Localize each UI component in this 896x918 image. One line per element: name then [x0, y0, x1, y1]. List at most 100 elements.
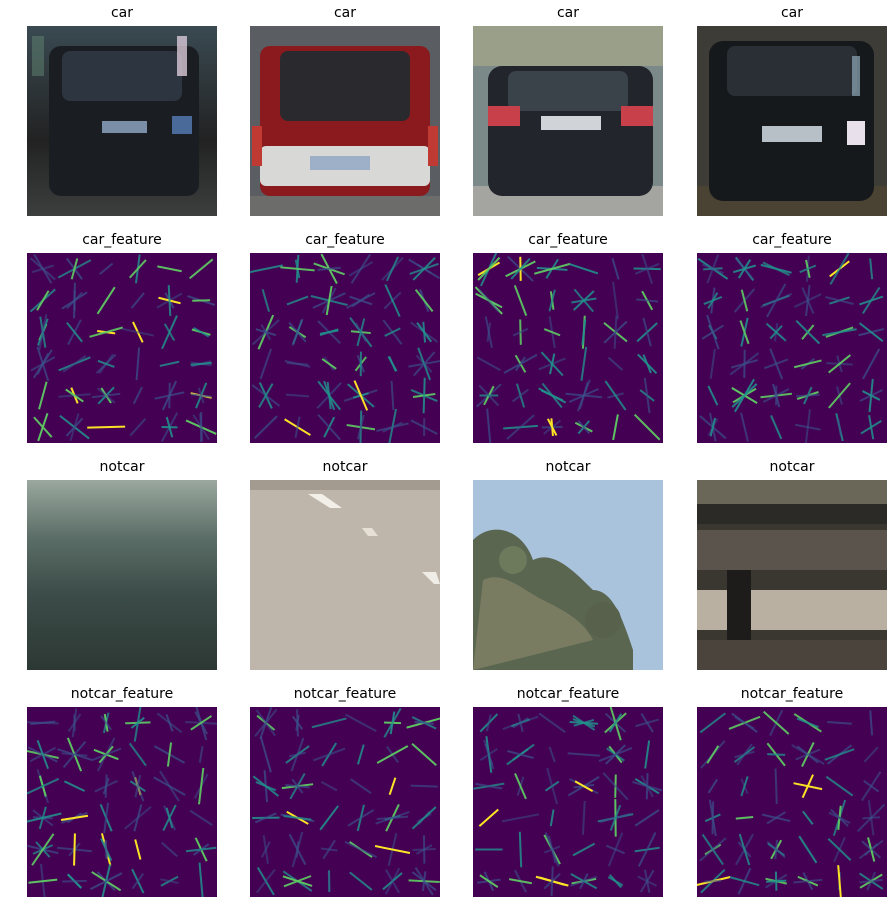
hog-gradient-line	[60, 814, 89, 821]
hog-gradient-line	[766, 283, 787, 318]
hog-gradient-line	[69, 413, 80, 442]
hog-gradient-line	[121, 327, 155, 337]
hog-gradient-line	[507, 750, 534, 759]
hog-gradient-line	[165, 807, 174, 829]
car-photo-1	[27, 26, 217, 216]
hog-gradient-line	[708, 799, 717, 837]
hog-gradient-line	[706, 745, 720, 764]
hog-gradient-line	[159, 360, 180, 367]
hog-gradient-line	[740, 412, 749, 442]
hog-gradient-line	[548, 289, 556, 312]
panel-title: car_feature	[82, 232, 162, 248]
panel-title: car_feature	[528, 232, 608, 248]
hog-gradient-line	[612, 414, 619, 441]
hog-gradient-line	[707, 385, 719, 406]
hog-gradient-line	[796, 717, 819, 729]
hog-gradient-line	[30, 720, 56, 725]
hog-gradient-line	[198, 862, 204, 897]
car-hog-feature-2	[250, 253, 440, 443]
hog-gradient-line	[325, 285, 333, 316]
hog-gradient-line	[512, 717, 529, 729]
hog-gradient-line	[38, 806, 47, 830]
hog-gradient-line	[827, 838, 852, 861]
hog-gradient-line	[799, 264, 817, 274]
hog-gradient-line	[157, 265, 182, 273]
panel-title: notcar	[322, 459, 368, 475]
hog-gradient-line	[769, 348, 784, 380]
hog-gradient-line	[640, 713, 654, 733]
hog-gradient-line	[255, 869, 276, 894]
hog-gradient-line	[863, 780, 880, 793]
panel-title: notcar	[545, 459, 591, 475]
hog-gradient-line	[548, 746, 556, 763]
hog-gradient-line	[543, 328, 561, 337]
hog-gradient-line	[327, 870, 331, 892]
panel-title: car	[780, 5, 804, 21]
hog-gradient-line	[766, 840, 786, 859]
hog-gradient-line	[707, 778, 718, 794]
hog-gradient-line	[633, 413, 661, 441]
hog-gradient-line	[282, 875, 313, 887]
hog-gradient-line	[414, 289, 434, 312]
hog-gradient-line	[485, 714, 492, 732]
notcar-photo-1	[27, 480, 217, 670]
panel-title: notcar_feature	[516, 686, 620, 702]
hog-gradient-line	[414, 720, 435, 725]
hog-gradient-line	[153, 776, 186, 796]
hog-gradient-line	[765, 322, 787, 342]
panel-title: notcar_feature	[740, 686, 844, 702]
hog-gradient-line	[709, 417, 717, 437]
hog-gradient-line	[501, 813, 540, 823]
hog-gradient-line	[129, 418, 147, 437]
hog-gradient-line	[134, 839, 142, 860]
hog-gradient-line	[350, 778, 372, 795]
hog-gradient-line	[317, 266, 341, 271]
hog-canvas	[473, 253, 663, 443]
hog-gradient-line	[350, 253, 371, 284]
hog-gradient-line	[321, 358, 337, 370]
hog-gradient-line	[188, 258, 214, 280]
hog-gradient-line	[793, 359, 822, 369]
hog-gradient-line	[384, 284, 401, 317]
hog-gradient-line	[538, 387, 567, 404]
hog-gradient-line	[87, 425, 126, 429]
hog-gradient-line	[869, 710, 874, 736]
hog-canvas	[27, 253, 217, 443]
hog-gradient-line	[259, 348, 273, 380]
hog-gradient-line	[605, 844, 626, 855]
hog-gradient-line	[774, 768, 778, 804]
hog-gradient-line	[603, 320, 628, 344]
hog-gradient-line	[190, 361, 212, 366]
hog-gradient-line	[36, 290, 50, 311]
hog-gradient-line	[612, 281, 619, 320]
hog-gradient-line	[163, 323, 176, 341]
hog-gradient-line	[546, 418, 558, 436]
hog-gradient-line	[353, 380, 369, 411]
hog-gradient-line	[828, 382, 851, 409]
hog-gradient-line	[731, 383, 758, 408]
hog-gradient-line	[250, 264, 283, 274]
hog-gradient-line	[793, 878, 823, 884]
hog-gradient-line	[356, 318, 366, 347]
hog-gradient-line	[62, 879, 87, 883]
hog-gradient-line	[637, 832, 657, 867]
hog-gradient-line	[795, 320, 821, 345]
hog-gradient-line	[415, 844, 433, 855]
hog-gradient-line	[864, 843, 879, 856]
hog-gradient-line	[160, 878, 179, 885]
hog-gradient-line	[859, 878, 883, 884]
notcar-hog-feature-3	[473, 707, 663, 897]
hog-gradient-line	[478, 288, 500, 313]
hog-gradient-line	[828, 811, 851, 824]
hog-gradient-line	[291, 318, 304, 346]
notcar-hog-feature-4	[697, 707, 887, 897]
hog-gradient-line	[569, 720, 599, 725]
hog-gradient-line	[351, 293, 370, 308]
hog-gradient-line	[608, 713, 623, 733]
hog-gradient-line	[642, 354, 652, 374]
hog-gradient-line	[829, 253, 850, 285]
hog-gradient-line	[291, 778, 304, 794]
hog-gradient-line	[798, 835, 818, 864]
hog-gradient-line	[735, 816, 754, 820]
hog-gradient-line	[388, 356, 397, 372]
